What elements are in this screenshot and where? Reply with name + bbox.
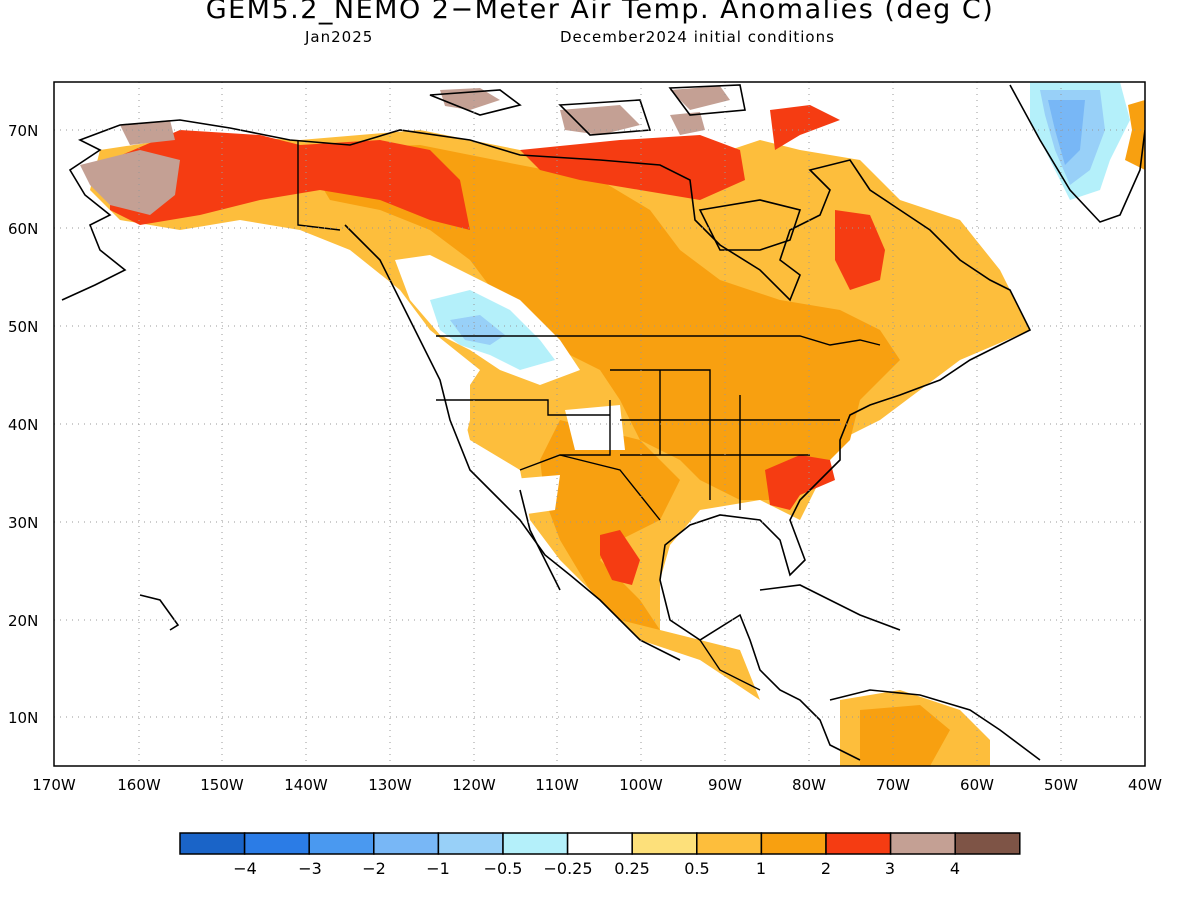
colorbar-swatch: [696, 832, 763, 855]
lat-tick: 60N: [8, 220, 38, 238]
anomaly-region-3to4: [670, 86, 730, 110]
lon-tick: 100W: [619, 776, 663, 794]
colorbar-swatch: [308, 832, 375, 855]
anomaly-region-neutral: [565, 405, 625, 450]
latitude-axis: 70N 60N 50N 40N 30N 20N 10N: [8, 122, 38, 727]
lat-tick: 40N: [8, 416, 38, 434]
colorbar-swatch: [631, 832, 698, 855]
lon-tick: 140W: [284, 776, 328, 794]
colorbar-label: −2: [362, 859, 386, 878]
anomaly-region-2to3: [520, 135, 745, 200]
colorbar-label: −1: [426, 859, 450, 878]
colorbar-swatch: [179, 832, 246, 855]
lon-tick: 130W: [368, 776, 412, 794]
colorbar-label: −0.25: [543, 859, 592, 878]
anomaly-region-1to2: [300, 145, 900, 500]
lon-tick: 70W: [876, 776, 910, 794]
anomaly-region-3to4: [670, 112, 705, 135]
colorbar-label: −3: [298, 859, 322, 878]
colorbar-swatch: [825, 832, 892, 855]
lon-tick: 120W: [452, 776, 496, 794]
colorbar-label: 0.5: [684, 859, 709, 878]
anomaly-region-1to2: [860, 705, 950, 766]
lon-tick: 170W: [32, 776, 76, 794]
lat-tick: 50N: [8, 318, 38, 336]
lon-tick: 90W: [708, 776, 742, 794]
lon-tick: 50W: [1044, 776, 1078, 794]
colorbar: −4 −3 −2 −1 −0.5 −0.25 0.25 0.5 1 2 3 4: [179, 832, 1021, 878]
initial-conditions: December2024 initial conditions: [560, 28, 835, 46]
gridlines: [54, 82, 1145, 766]
anomaly-region-minus1: [450, 315, 505, 345]
colorbar-label: −0.5: [484, 859, 523, 878]
lon-tick: 60W: [960, 776, 994, 794]
lat-tick: 70N: [8, 122, 38, 140]
colorbar-swatch: [373, 832, 440, 855]
colorbar-swatch: [889, 832, 956, 855]
anomaly-region-neutral: [440, 360, 470, 460]
colorbar-swatch: [760, 832, 827, 855]
lon-tick: 40W: [1128, 776, 1162, 794]
lon-tick: 160W: [117, 776, 161, 794]
map-frame: [53, 81, 1146, 767]
anomaly-region-3to4: [120, 120, 175, 145]
lon-tick: 80W: [792, 776, 826, 794]
map-area: [54, 82, 1145, 766]
anomaly-region-3to4: [80, 150, 180, 215]
lat-tick: 30N: [8, 514, 38, 532]
anomaly-region-neutral: [500, 475, 560, 515]
colorbar-swatch: [502, 832, 569, 855]
political-borders: [297, 140, 881, 691]
anomaly-region-2to3: [765, 455, 835, 510]
colorbar-label: −4: [233, 859, 257, 878]
colorbar-label: 2: [821, 859, 831, 878]
colorbar-label: 0.25: [614, 859, 650, 878]
anomaly-region-1to2: [1125, 100, 1145, 170]
lat-tick: 20N: [8, 612, 38, 630]
anomaly-region-minus2: [1048, 100, 1085, 165]
chart-title: GEM5.2_NEMO 2−Meter Air Temp. Anomalies …: [205, 0, 995, 25]
lon-tick: 150W: [200, 776, 244, 794]
anomaly-region-2to3: [600, 530, 640, 585]
lon-tick: 110W: [535, 776, 579, 794]
forecast-month: Jan2025: [305, 28, 374, 46]
colorbar-swatch: [566, 832, 633, 855]
colorbar-label: 1: [756, 859, 766, 878]
colorbar-boxes: [179, 832, 1021, 855]
anomaly-region-3to4: [560, 105, 640, 135]
colorbar-swatch: [954, 832, 1021, 855]
lat-tick: 10N: [8, 709, 38, 727]
anomaly-region-2to3: [770, 105, 840, 150]
colorbar-label: 3: [885, 859, 895, 878]
anomaly-region-1to2: [540, 420, 680, 630]
longitude-axis: 170W 160W 150W 140W 130W 120W 110W 100W …: [32, 776, 1162, 794]
colorbar-swatch: [243, 832, 310, 855]
colorbar-swatch: [437, 832, 504, 855]
anomaly-region-2to3: [835, 210, 885, 290]
anomaly-region-2to3: [110, 130, 470, 230]
coastlines: [61, 84, 1145, 761]
colorbar-labels: −4 −3 −2 −1 −0.5 −0.25 0.25 0.5 1 2 3 4: [233, 859, 960, 878]
colorbar-label: 4: [950, 859, 960, 878]
